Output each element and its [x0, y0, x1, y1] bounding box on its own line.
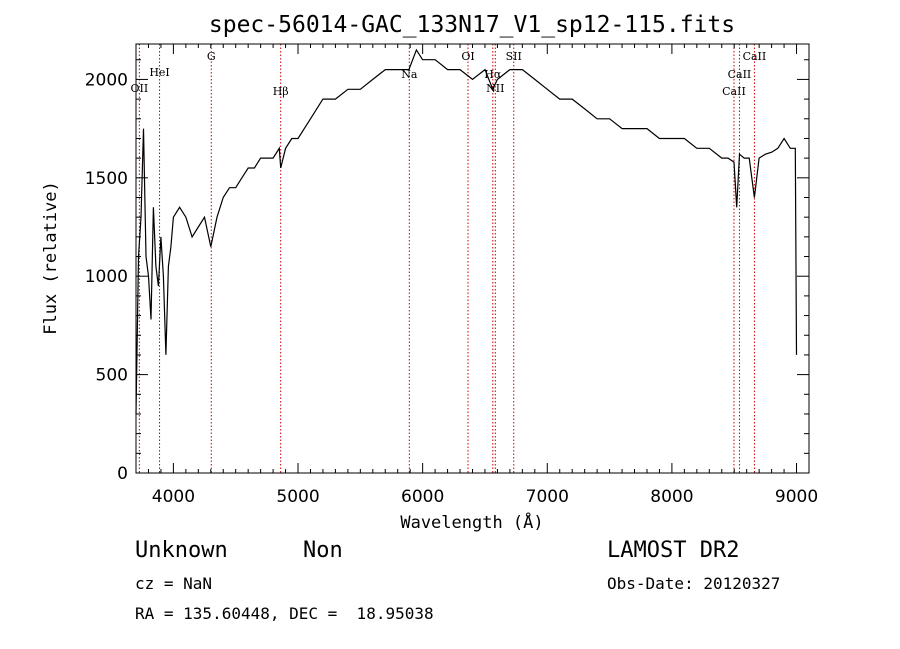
x-tick-label: 7000 [526, 487, 569, 507]
ra-dec-label: RA = 135.60448, DEC = 18.95038 [135, 604, 434, 623]
chart-title: spec-56014-GAC_133N17_V1_sp12-115.fits [209, 12, 735, 38]
line-marker-label: G [207, 50, 216, 63]
line-marker-label: CaII [728, 68, 752, 81]
line-marker-label: OI [461, 50, 474, 63]
line-marker-label: CaII [722, 85, 746, 98]
subclass-label: Non [303, 538, 343, 563]
survey-label: LAMOST DR2 [607, 538, 740, 563]
y-axis: 0 500 1000 1500 2000 [85, 59, 809, 484]
y-tick-label: 1500 [85, 169, 128, 189]
class-label: Unknown [135, 538, 228, 563]
y-tick-label: 2000 [85, 70, 128, 90]
line-marker-label: HeI [149, 66, 169, 79]
x-tick-label: 9000 [775, 487, 818, 507]
spectrum-line [135, 48, 798, 415]
plot-frame [135, 43, 810, 474]
obs-date-label: Obs-Date: 20120327 [607, 574, 781, 593]
y-tick-label: 1000 [85, 267, 128, 287]
y-axis-label: Flux (relative) [41, 181, 61, 335]
y-tick-label: 0 [117, 464, 128, 484]
cz-label: cz = NaN [135, 574, 213, 593]
line-marker-label: Hβ [273, 85, 289, 98]
y-tick-label: 500 [96, 366, 128, 386]
x-tick-label: 5000 [276, 487, 319, 507]
x-tick-label: 8000 [650, 487, 693, 507]
line-marker-label: Na [401, 68, 418, 81]
line-marker-label: SII [506, 50, 522, 63]
x-axis-label: Wavelength (Å) [400, 511, 543, 533]
x-tick-label: 6000 [401, 487, 444, 507]
line-marker-label: OII [131, 82, 149, 95]
x-tick-label: 4000 [152, 487, 195, 507]
line-marker-label: CaII [743, 50, 767, 63]
x-axis: 4000 5000 6000 7000 8000 9000 [135, 44, 818, 507]
